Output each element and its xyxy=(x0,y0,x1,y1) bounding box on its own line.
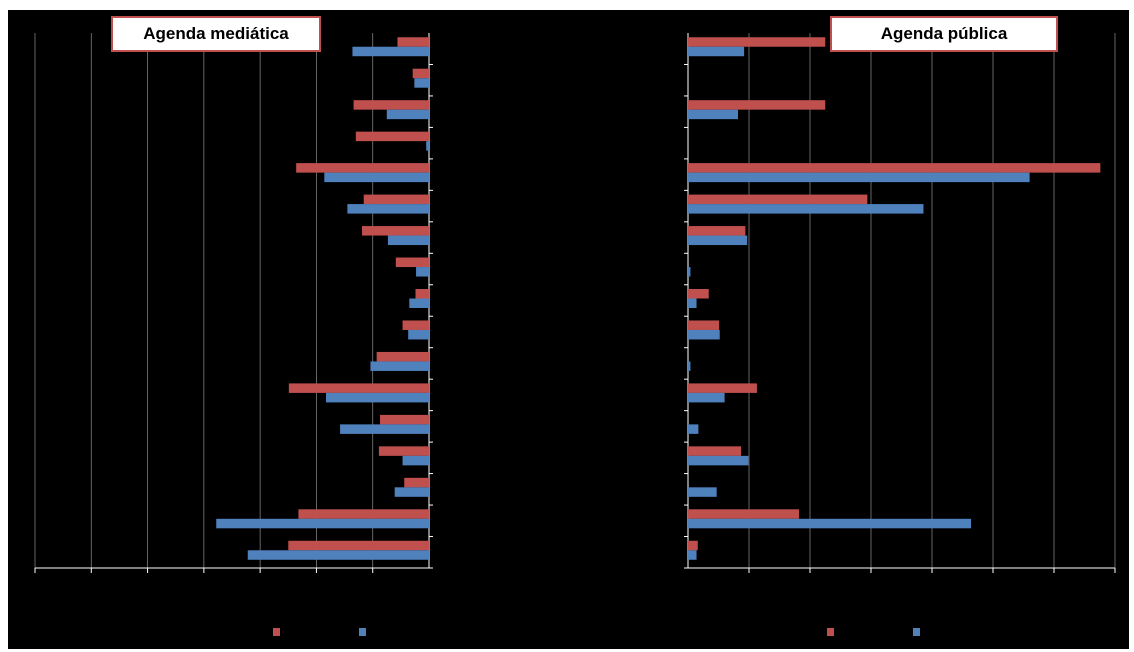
right-bar-s2 xyxy=(688,487,717,497)
left-bar-s1 xyxy=(397,37,429,47)
left-bar-s1 xyxy=(355,131,429,142)
right-bar-s2 xyxy=(688,424,699,434)
right-bar-s2 xyxy=(688,518,972,529)
left-bar-s2 xyxy=(414,78,429,88)
right-bar-s2 xyxy=(688,109,739,120)
right-bar-s1 xyxy=(688,320,720,330)
left-bar-s1 xyxy=(296,163,429,173)
left-bar-s2 xyxy=(387,235,429,246)
left-bar-s2 xyxy=(409,298,429,308)
right-legend-marker-2 xyxy=(913,628,920,636)
left-bar-s2 xyxy=(426,141,429,151)
right-bar-s2 xyxy=(688,392,725,403)
left-bar-s1 xyxy=(412,68,429,79)
left-bar-s2 xyxy=(340,424,429,434)
left-bar-s1 xyxy=(402,320,429,330)
right-bar-s2 xyxy=(688,550,697,560)
left-bar-s1 xyxy=(298,509,429,519)
left-bar-s1 xyxy=(363,194,429,205)
right-bar-s2 xyxy=(688,46,745,57)
left-bar-s2 xyxy=(325,392,429,403)
right-bar-s2 xyxy=(688,172,1030,183)
left-bar-s2 xyxy=(386,109,429,120)
left-bar-s1 xyxy=(378,446,429,456)
left-bar-s1 xyxy=(395,257,429,268)
left-bar-s2 xyxy=(408,329,429,340)
right-bar-s2 xyxy=(688,235,748,246)
left-bar-s1 xyxy=(362,226,429,236)
right-bar-s2 xyxy=(688,267,691,277)
left-bar-s2 xyxy=(216,518,429,529)
left-bar-s2 xyxy=(324,172,429,183)
left-bar-s1 xyxy=(415,289,429,299)
left-bar-s1 xyxy=(376,351,429,362)
right-bar-s2 xyxy=(688,455,749,466)
left-bar-s2 xyxy=(370,361,429,371)
right-bar-s2 xyxy=(688,298,697,308)
left-legend-marker-2 xyxy=(359,628,366,636)
right-bar-s1 xyxy=(688,100,826,110)
left-bar-s2 xyxy=(402,455,429,466)
left-chart-title: Agenda mediática xyxy=(111,16,321,52)
right-bar-s1 xyxy=(688,446,742,456)
right-chart-title: Agenda pública xyxy=(830,16,1058,52)
right-bar-s1 xyxy=(688,383,757,393)
right-bar-s2 xyxy=(688,204,924,214)
right-bar-s2 xyxy=(688,361,691,371)
left-bar-s2 xyxy=(247,550,429,560)
left-bar-s1 xyxy=(288,540,429,551)
left-bar-s1 xyxy=(380,414,429,425)
right-bar-s1 xyxy=(688,540,698,551)
left-bar-s1 xyxy=(404,477,429,488)
left-bar-s2 xyxy=(394,487,429,497)
right-bar-s2 xyxy=(688,329,720,340)
left-bar-s2 xyxy=(416,267,429,277)
chart-background xyxy=(8,10,1129,649)
left-legend-marker-1 xyxy=(273,628,280,636)
right-bar-s1 xyxy=(688,163,1101,173)
left-bar-s2 xyxy=(352,46,429,57)
right-bar-s1 xyxy=(688,226,746,236)
left-bar-s1 xyxy=(288,383,429,393)
right-legend-marker-1 xyxy=(827,628,834,636)
right-bar-s1 xyxy=(688,509,800,519)
right-bar-s1 xyxy=(688,37,826,47)
left-bar-s2 xyxy=(347,204,429,214)
right-bar-s1 xyxy=(688,194,868,205)
right-bar-s1 xyxy=(688,289,709,299)
left-bar-s1 xyxy=(353,100,429,110)
